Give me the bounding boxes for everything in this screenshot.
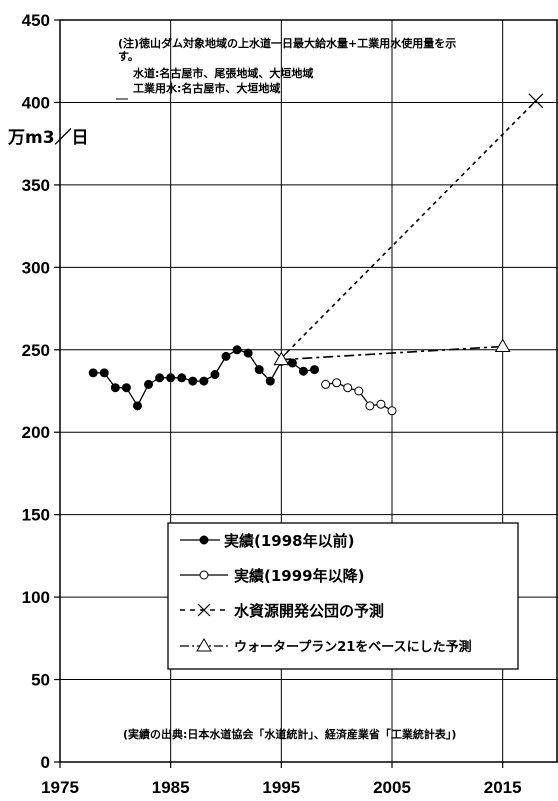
legend-box xyxy=(167,522,519,670)
x-tick-label: 2015 xyxy=(484,778,522,797)
legend-item-series-2: 実績(1999年以降) xyxy=(180,567,364,585)
note-line-3: 水道:名古屋市、尾張地域、大垣地域 xyxy=(133,66,313,80)
data-point xyxy=(232,345,242,355)
data-point xyxy=(243,348,253,358)
data-point xyxy=(321,379,331,389)
data-point xyxy=(177,373,187,383)
series-2 xyxy=(321,378,397,416)
series-4 xyxy=(273,338,511,366)
data-point xyxy=(287,358,297,368)
axes xyxy=(54,19,558,768)
data-point xyxy=(155,373,165,383)
legend-item-series-3: 水資源開発公団の予測 xyxy=(180,602,384,620)
data-point xyxy=(354,386,364,396)
series-line-3 xyxy=(280,100,537,359)
data-point xyxy=(332,378,342,388)
data-point xyxy=(365,401,375,411)
x-marker-stroke xyxy=(528,93,544,109)
x-tick-labels: 1975 1985 1995 2005 2015 xyxy=(41,778,521,797)
y-tick-label: 200 xyxy=(22,423,50,442)
data-point xyxy=(343,383,353,393)
plot-frame xyxy=(59,19,558,763)
note-line-2: す。 xyxy=(118,50,139,63)
legend-item-series-1: 実績(1998年以前) xyxy=(180,532,354,550)
x-tick-label: 1975 xyxy=(41,778,79,797)
data-point xyxy=(310,365,320,375)
note-line-1: (注)徳山ダム対象地域の上水道一日最大給水量+工業用水使用量を示 xyxy=(118,36,456,50)
legend: 実績(1998年以前) 実績(1999年以降) 水資源開発公団の予測 ウォーター… xyxy=(167,522,519,670)
source-note: (実績の出典:日本水道協会「水道統計」、経済産業省「工業統計表」) xyxy=(123,727,456,741)
legend-marker-x xyxy=(197,603,211,617)
note-line-4: 工業用水:名古屋市、大垣地域 xyxy=(133,81,280,95)
y-tick-label: 300 xyxy=(22,258,50,277)
legend-label-series-2: 実績(1999年以降) xyxy=(234,567,364,585)
data-point xyxy=(265,376,275,386)
data-point xyxy=(166,373,176,383)
series-group xyxy=(88,93,544,416)
series-line-4 xyxy=(281,345,503,361)
y-tick-labels: 0 50 100 150 200 250 300 350 400 450 xyxy=(22,11,50,772)
x-tick-label: 1985 xyxy=(152,778,190,797)
legend-label-series-3: 水資源開発公団の予測 xyxy=(234,602,384,620)
x-tick-label: 2005 xyxy=(373,778,411,797)
data-point xyxy=(132,401,142,411)
data-point xyxy=(298,366,308,376)
data-point xyxy=(387,406,397,416)
legend-label-series-4: ウォータープラン21をベースにした予測 xyxy=(234,639,472,655)
legend-marker-filled-circle xyxy=(199,535,209,545)
y-tick-label: 0 xyxy=(41,753,50,772)
data-point xyxy=(273,351,290,366)
y-tick-label: 350 xyxy=(22,176,50,195)
data-point xyxy=(144,379,154,389)
y-tick-label: 400 xyxy=(22,93,50,112)
y-axis-label: 万m3／日 xyxy=(7,127,89,148)
data-point xyxy=(494,338,511,352)
data-point xyxy=(210,370,220,380)
legend-marker-triangle xyxy=(196,638,212,652)
y-tick-label: 450 xyxy=(22,11,50,30)
data-point xyxy=(254,365,264,375)
data-point xyxy=(376,399,386,409)
legend-label-series-1: 実績(1998年以前) xyxy=(224,532,354,550)
data-point xyxy=(528,93,544,109)
y-tick-label: 250 xyxy=(22,341,50,360)
y-tick-label: 50 xyxy=(31,671,50,690)
x-tick-label: 1995 xyxy=(262,778,300,797)
data-point xyxy=(121,383,131,393)
y-tick-label: 100 xyxy=(22,588,50,607)
data-point xyxy=(221,351,231,361)
legend-marker-open-circle xyxy=(199,570,209,580)
data-point xyxy=(110,383,120,393)
data-point xyxy=(88,368,98,378)
data-point xyxy=(199,376,209,386)
note-block: (注)徳山ダム対象地域の上水道一日最大給水量+工業用水使用量を示 す。 水道:名… xyxy=(116,36,456,100)
legend-item-series-4: ウォータープラン21をベースにした予測 xyxy=(180,638,472,655)
y-tick-label: 150 xyxy=(22,506,50,525)
data-point xyxy=(188,376,198,386)
data-point xyxy=(99,368,109,378)
